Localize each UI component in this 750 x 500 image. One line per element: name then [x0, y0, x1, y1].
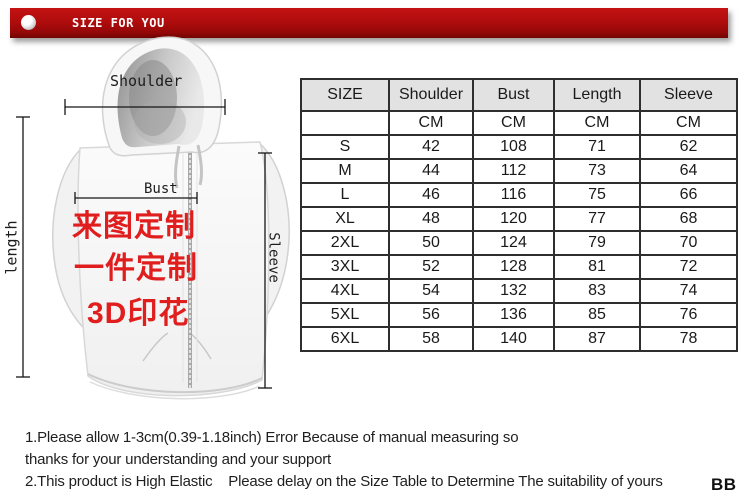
table-row-s: S 42 108 71 62: [300, 134, 738, 160]
table-cell: CM: [388, 110, 474, 136]
table-row-4xl: 4XL 54 132 83 74: [300, 278, 738, 304]
table-cell: 132: [472, 278, 555, 304]
table-row-m: M 44 112 73 64: [300, 158, 738, 184]
table-cell: 2XL: [300, 230, 390, 256]
table-cell: 70: [639, 230, 738, 256]
table-cell: 72: [639, 254, 738, 280]
table-cell: CM: [553, 110, 641, 136]
size-table: SIZE Shoulder Bust Length Sleeve CM CM C…: [300, 78, 738, 352]
measurement-notes: 1.Please allow 1-3cm(0.39-1.18inch) Erro…: [25, 427, 663, 493]
bust-measure-label: Bust: [144, 181, 178, 197]
table-row-l: L 46 116 75 66: [300, 182, 738, 208]
table-cell: 4XL: [300, 278, 390, 304]
column-header-length: Length: [553, 78, 641, 112]
table-cell: 44: [388, 158, 474, 184]
table-cell: 3XL: [300, 254, 390, 280]
note-line-1: 1.Please allow 1-3cm(0.39-1.18inch) Erro…: [25, 429, 519, 446]
table-cell: 83: [553, 278, 641, 304]
table-cell: 85: [553, 302, 641, 328]
note-line-3: 2.This product is High Elastic Please de…: [25, 473, 663, 490]
sleeve-measure-label: Sleeve: [265, 232, 282, 283]
table-cell: 52: [388, 254, 474, 280]
table-row-xl: XL 48 120 77 68: [300, 206, 738, 232]
table-cell: 112: [472, 158, 555, 184]
note-line-2: thanks for your understanding and your s…: [25, 451, 331, 468]
custom-print-text-line1: 来图定制: [72, 210, 196, 243]
table-cell: 50: [388, 230, 474, 256]
table-cell: 78: [639, 326, 738, 352]
table-cell: 54: [388, 278, 474, 304]
unit-row: CM CM CM CM: [300, 110, 738, 136]
size-table-header-row: SIZE Shoulder Bust Length Sleeve: [300, 78, 738, 112]
table-cell: 42: [388, 134, 474, 160]
table-cell: 58: [388, 326, 474, 352]
custom-print-text-line2: 一件定制: [74, 252, 198, 285]
table-cell: 64: [639, 158, 738, 184]
table-cell: XL: [300, 206, 390, 232]
table-cell: 46: [388, 182, 474, 208]
table-cell: 128: [472, 254, 555, 280]
table-cell: 79: [553, 230, 641, 256]
page-title: SIZE FOR YOU: [72, 16, 165, 30]
table-cell: 87: [553, 326, 641, 352]
table-cell: 73: [553, 158, 641, 184]
table-cell: 5XL: [300, 302, 390, 328]
watermark-text: BB: [711, 475, 737, 494]
table-cell: 48: [388, 206, 474, 232]
column-header-size: SIZE: [300, 78, 390, 112]
table-cell: 136: [472, 302, 555, 328]
table-cell: 6XL: [300, 326, 390, 352]
table-cell: 77: [553, 206, 641, 232]
table-cell: M: [300, 158, 390, 184]
title-ribbon: SIZE FOR YOU: [10, 8, 728, 38]
table-cell: 116: [472, 182, 555, 208]
table-cell: 56: [388, 302, 474, 328]
table-cell: [300, 110, 390, 136]
column-header-shoulder: Shoulder: [388, 78, 474, 112]
table-cell: 75: [553, 182, 641, 208]
table-row-5xl: 5XL 56 136 85 76: [300, 302, 738, 328]
table-cell: CM: [639, 110, 738, 136]
table-cell: 66: [639, 182, 738, 208]
table-cell: 74: [639, 278, 738, 304]
shoulder-measure-label: Shoulder: [110, 72, 183, 90]
table-cell: 124: [472, 230, 555, 256]
custom-print-text-line3: 3D印花: [87, 297, 190, 330]
length-measure-label: length: [2, 220, 21, 275]
table-cell: 120: [472, 206, 555, 232]
table-cell: S: [300, 134, 390, 160]
table-cell: 108: [472, 134, 555, 160]
table-cell: 76: [639, 302, 738, 328]
table-cell: 68: [639, 206, 738, 232]
table-row-6xl: 6XL 58 140 87 78: [300, 326, 738, 352]
hoodie-illustration: [52, 36, 290, 400]
table-cell: 62: [639, 134, 738, 160]
table-cell: L: [300, 182, 390, 208]
column-header-sleeve: Sleeve: [639, 78, 738, 112]
table-row-3xl: 3XL 52 128 81 72: [300, 254, 738, 280]
table-row-2xl: 2XL 50 124 79 70: [300, 230, 738, 256]
table-cell: 81: [553, 254, 641, 280]
table-cell: 71: [553, 134, 641, 160]
table-cell: 140: [472, 326, 555, 352]
column-header-bust: Bust: [472, 78, 555, 112]
table-cell: CM: [472, 110, 555, 136]
ribbon-hole-icon: [21, 15, 36, 30]
